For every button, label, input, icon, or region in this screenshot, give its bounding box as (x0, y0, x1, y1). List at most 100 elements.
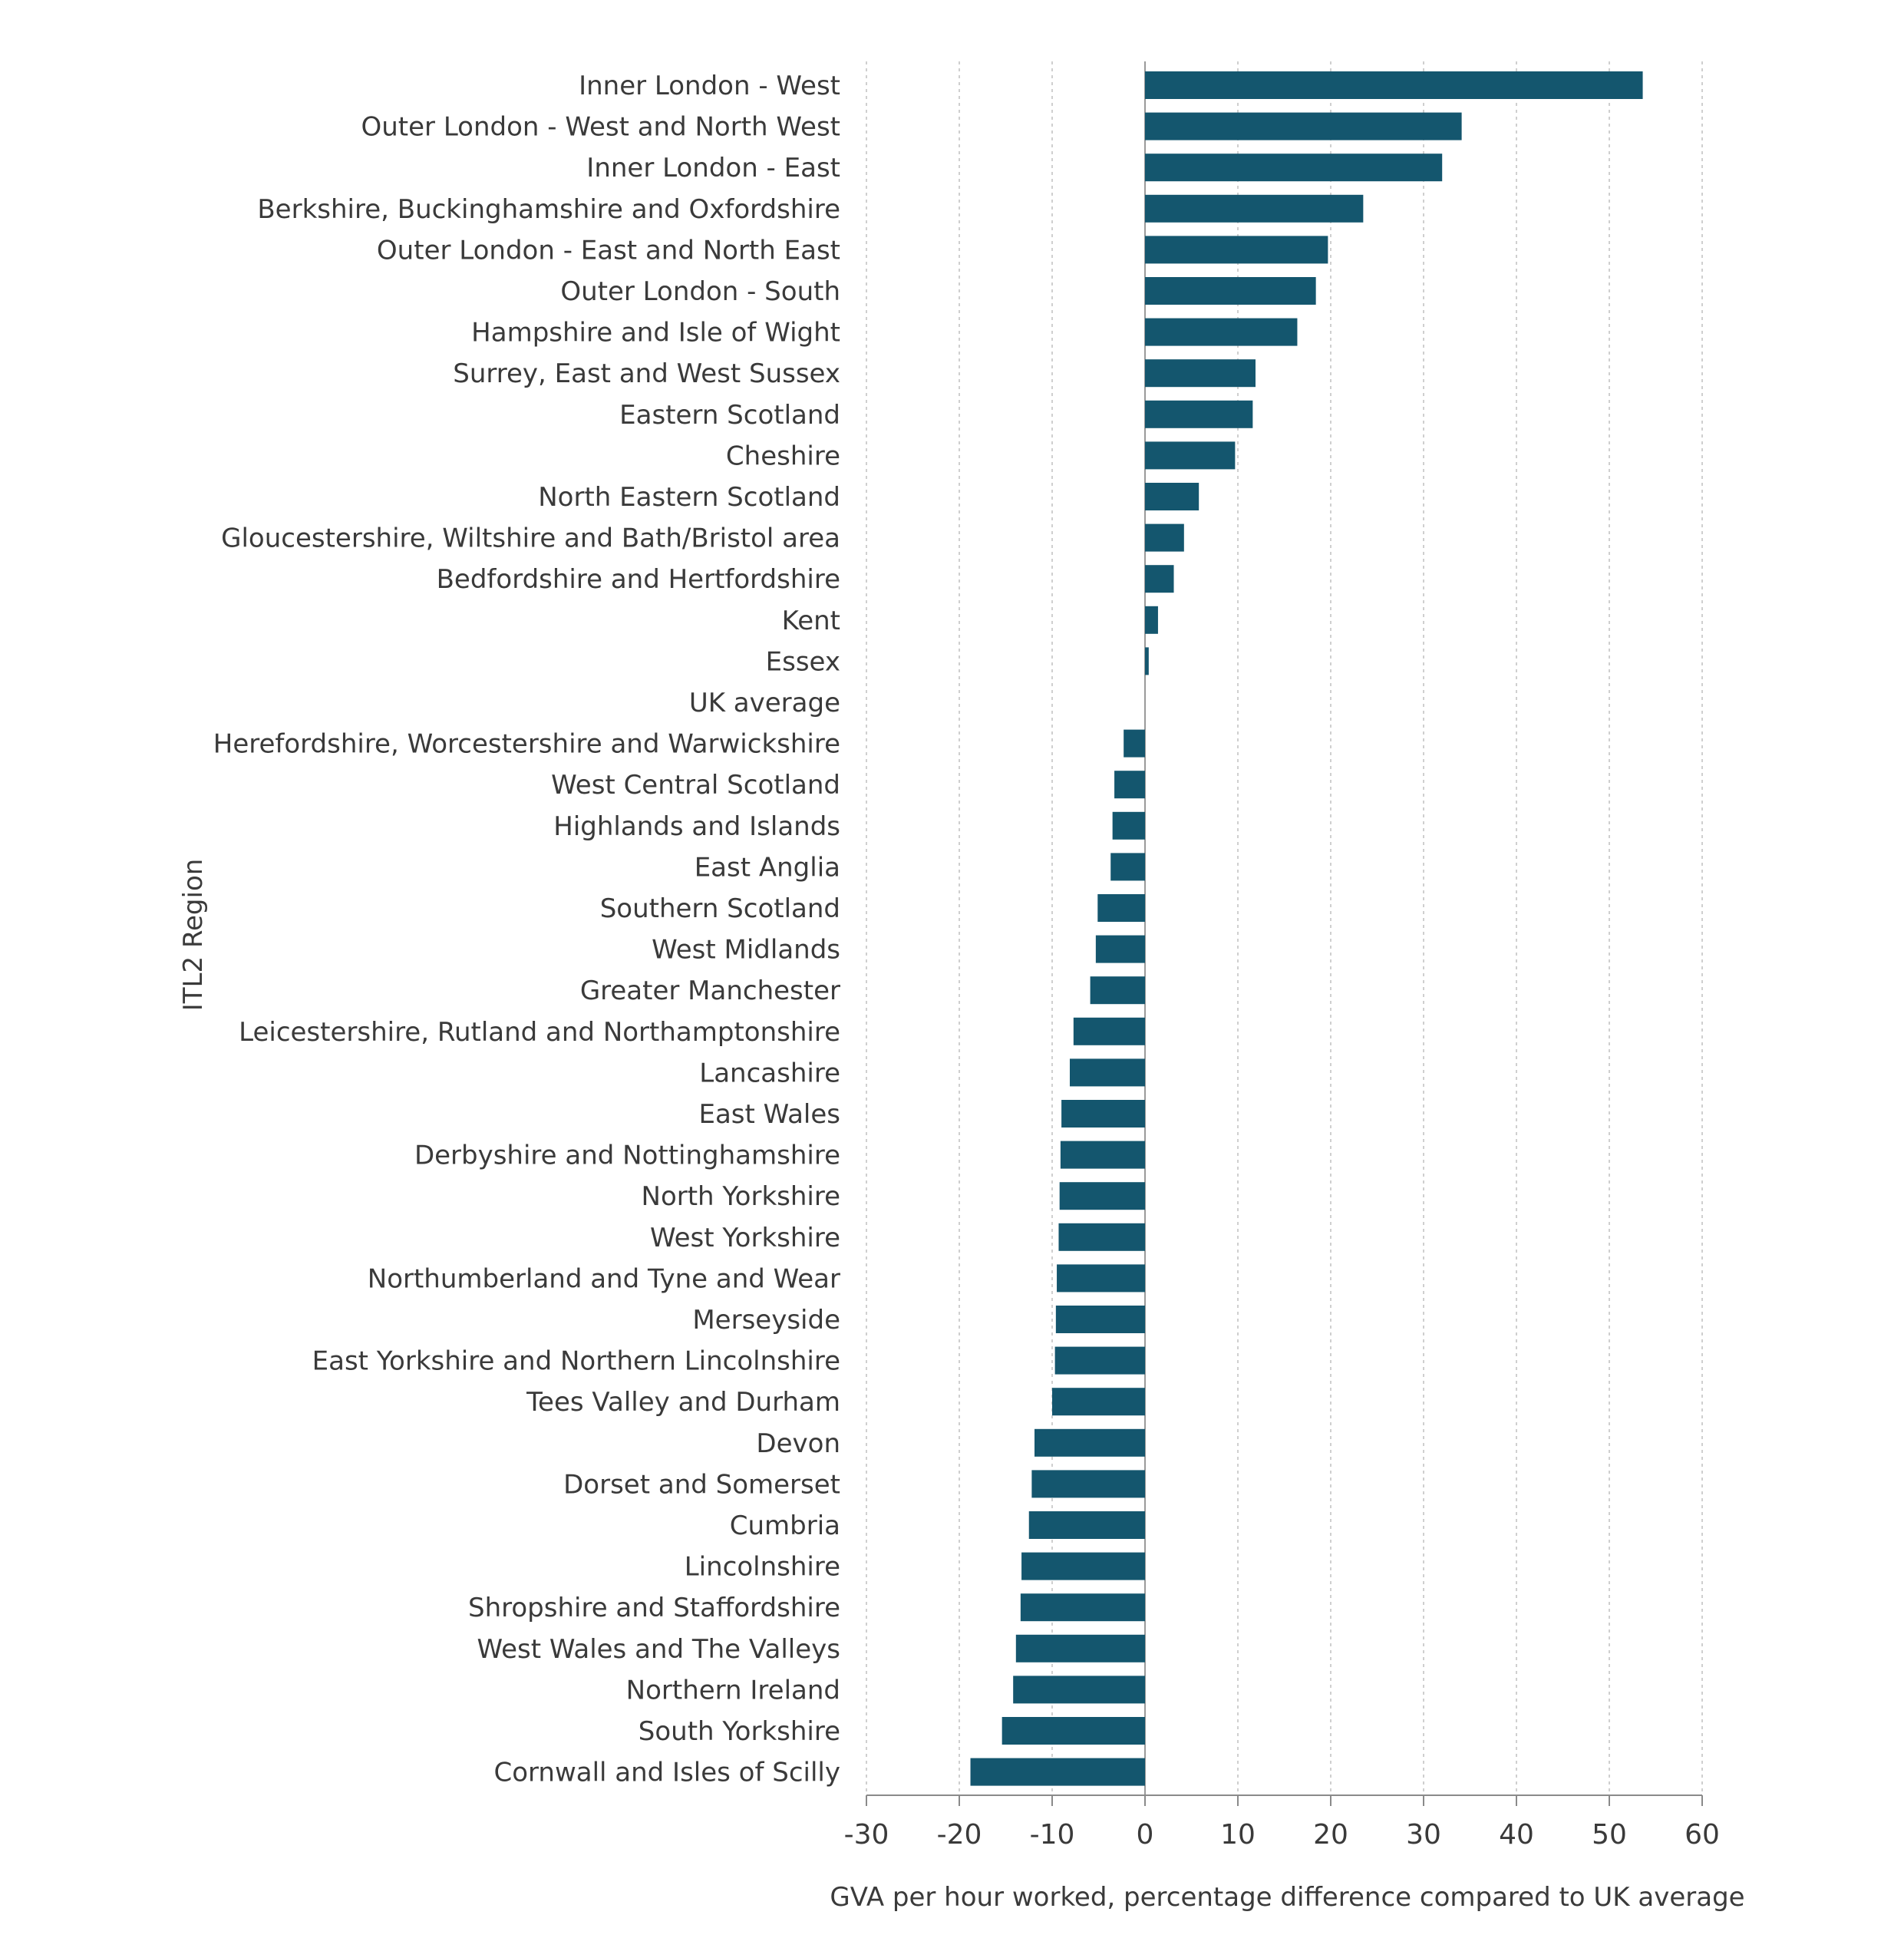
bar (1124, 729, 1145, 758)
bar (1145, 194, 1364, 223)
x-tick-label: 30 (1406, 1819, 1441, 1851)
category-label: Berkshire, Buckinghamshire and Oxfordshi… (257, 194, 840, 225)
category-label: Gloucestershire, Wiltshire and Bath/Bris… (221, 523, 840, 554)
category-label: Northumberland and Tyne and Wear (368, 1263, 840, 1294)
category-label: West Wales and The Valleys (477, 1634, 840, 1665)
x-tick-label: -20 (937, 1819, 982, 1851)
category-label: Derbyshire and Nottinghamshire (414, 1141, 840, 1171)
category-label: Outer London - West and North West (361, 112, 840, 143)
category-label: Hampshire and Isle of Wight (471, 318, 840, 348)
category-label: Greater Manchester (580, 976, 840, 1006)
bar (1058, 1223, 1145, 1251)
bar (1110, 853, 1145, 881)
category-label: Dorset and Somerset (563, 1469, 840, 1500)
category-label: Lancashire (699, 1058, 840, 1088)
x-axis: -30 -20 -10 0 10 20 30 40 50 60 (844, 1794, 1720, 1851)
bar (1059, 1182, 1145, 1210)
category-label: West Midlands (652, 935, 840, 966)
bar (1090, 976, 1145, 1005)
bar (1015, 1634, 1145, 1662)
bar (1145, 400, 1253, 428)
x-tick-label: 0 (1137, 1819, 1154, 1851)
x-tick-label: -30 (844, 1819, 889, 1851)
bar (970, 1758, 1145, 1786)
bar (1097, 894, 1145, 922)
category-label: Highlands and Islands (553, 811, 840, 842)
category-label: West Yorkshire (650, 1223, 840, 1253)
category-label: Lincolnshire (685, 1552, 840, 1583)
category-label: Bedfordshire and Hertfordshire (437, 564, 840, 595)
category-label: Eastern Scotland (619, 400, 840, 431)
category-label: Cumbria (730, 1511, 840, 1541)
x-tick-label: 40 (1499, 1819, 1534, 1851)
bar (1021, 1552, 1145, 1580)
category-label: Inner London - East (586, 153, 840, 183)
category-label: East Yorkshire and Northern Lincolnshire (312, 1346, 840, 1377)
bar (1028, 1511, 1145, 1539)
bar (1145, 236, 1328, 264)
bar (1145, 483, 1199, 510)
bar (1073, 1017, 1145, 1045)
x-tick-label: 60 (1685, 1819, 1720, 1851)
category-label: Inner London - West (579, 71, 840, 101)
category-label: North Yorkshire (642, 1181, 840, 1212)
gridlines (866, 61, 1703, 1795)
category-label: Herefordshire, Worcestershire and Warwic… (213, 729, 840, 760)
bar (1145, 277, 1316, 305)
bar (1013, 1676, 1145, 1704)
bar (1095, 935, 1145, 963)
bar (1145, 647, 1149, 675)
bar (1031, 1470, 1145, 1498)
category-label: Outer London - East and North East (377, 235, 840, 266)
category-label: Surrey, East and West Sussex (453, 358, 840, 389)
x-tick-label: 10 (1220, 1819, 1256, 1851)
bar (1114, 771, 1145, 799)
category-label: Northern Ireland (626, 1675, 840, 1705)
category-label: Devon (756, 1428, 840, 1459)
category-label: Cheshire (726, 441, 840, 471)
category-label: West Central Scotland (551, 770, 840, 801)
y-axis-title: ITL2 Region (178, 859, 209, 1012)
category-label: UK average (689, 688, 840, 718)
bar (1145, 523, 1184, 552)
category-label: North Eastern Scotland (538, 482, 840, 513)
bars (970, 71, 1643, 1786)
category-label: Outer London - South (560, 276, 840, 307)
category-labels: Inner London - West Outer London - West a… (213, 71, 840, 1788)
category-label: Leicestershire, Rutland and Northamptons… (239, 1017, 840, 1048)
bar (1145, 318, 1298, 346)
bar (1145, 112, 1462, 140)
bar (1057, 1264, 1145, 1293)
bar (1145, 606, 1158, 634)
bar (1001, 1717, 1145, 1745)
bar (1034, 1428, 1145, 1457)
bar (1145, 441, 1236, 470)
bar (1054, 1346, 1145, 1375)
bar (1060, 1141, 1145, 1169)
x-tick-label: 50 (1592, 1819, 1627, 1851)
bar (1052, 1388, 1145, 1416)
category-label: Shropshire and Staffordshire (468, 1593, 840, 1623)
x-axis-title: GVA per hour worked, percentage differen… (830, 1882, 1744, 1913)
bar (1055, 1306, 1145, 1333)
category-label: East Anglia (695, 852, 840, 883)
category-label: Southern Scotland (600, 893, 840, 924)
bar (1020, 1593, 1145, 1622)
category-label: Essex (766, 646, 840, 677)
category-label: Tees Valley and Durham (526, 1387, 840, 1418)
category-label: Kent (782, 606, 840, 636)
category-label: Merseyside (692, 1305, 840, 1336)
category-label: South Yorkshire (639, 1716, 840, 1747)
x-tick-label: 20 (1313, 1819, 1348, 1851)
bar (1145, 359, 1256, 388)
bar (1061, 1100, 1145, 1128)
bar (1145, 71, 1643, 99)
category-label: East Wales (698, 1099, 840, 1130)
bar (1145, 565, 1174, 593)
bar (1112, 811, 1145, 840)
x-tick-label: -10 (1030, 1819, 1075, 1851)
category-label: Cornwall and Isles of Scilly (493, 1758, 840, 1788)
bar (1069, 1058, 1145, 1087)
